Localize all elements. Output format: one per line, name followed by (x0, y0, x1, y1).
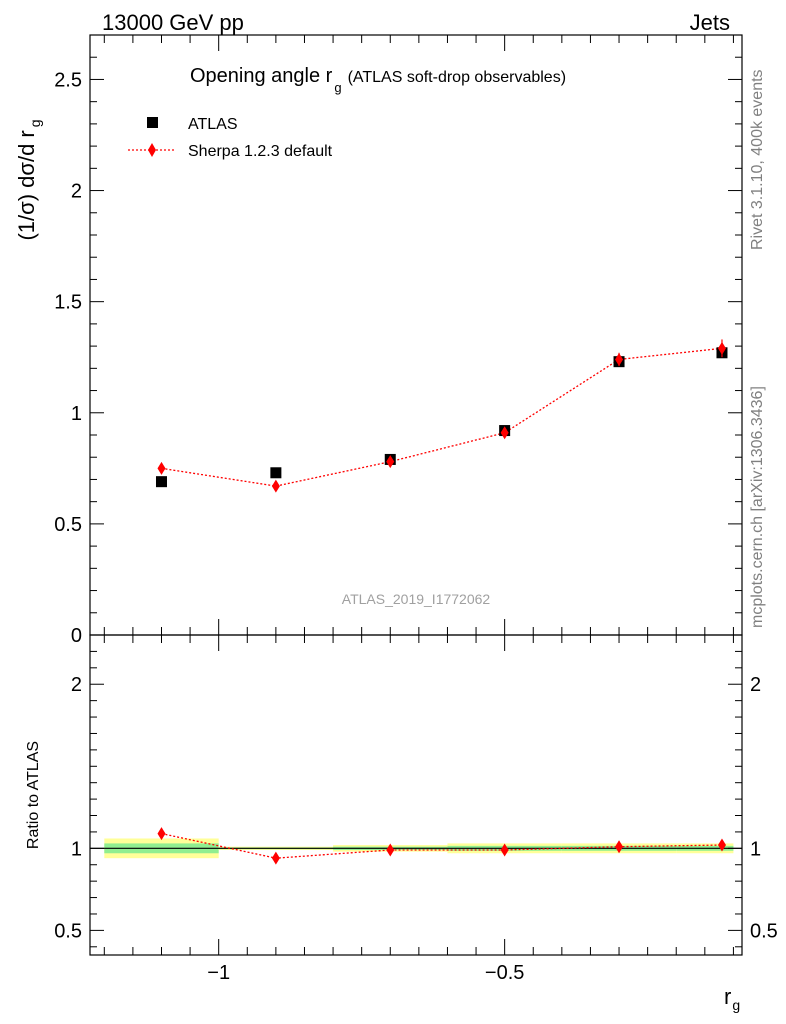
rivet-label: Rivet 3.1.10, 400k events (749, 69, 766, 250)
title-main: Opening angle r (190, 65, 333, 87)
svg-text:(1/σ) dσ/d rg: (1/σ) dσ/d r g (14, 119, 43, 240)
sherpa-point (271, 479, 280, 493)
main-ytick-label: 0 (71, 625, 82, 647)
sherpa-point (615, 352, 624, 366)
ratio-ytick-label-right: 1 (750, 838, 761, 860)
ratio-ytick-label-left: 2 (71, 674, 82, 696)
sherpa-line (161, 347, 723, 487)
ratio-ytick-label-left: 1 (71, 838, 82, 860)
header-process: Jets (690, 10, 730, 35)
ratio-ytick-label-left: 0.5 (54, 920, 82, 942)
ratio-xtick-label: −0.5 (485, 962, 524, 984)
ratio-ytick-label-right: 0.5 (750, 920, 778, 942)
main-ytick-label: 1.5 (54, 292, 82, 314)
sherpa-point (500, 426, 509, 440)
title-tail: (ATLAS soft-drop observables) (348, 69, 566, 86)
ratio-frame (89, 634, 743, 956)
atlas-point (270, 467, 282, 479)
ratio-panel: −1 −0.5 0.5 0.5 1 1 2 2 (54, 634, 778, 984)
header-energy: 13000 GeV pp (102, 10, 244, 35)
ratio-sherpa-point (271, 851, 280, 865)
ratio-sherpa-point (615, 840, 624, 854)
ratio-sherpa-point (500, 843, 509, 857)
xlabel: rg (724, 984, 740, 1013)
main-ytick-label: 2.5 (54, 69, 82, 91)
ratio-sherpa-line (161, 832, 722, 859)
mcplots-label: mcplots.cern.ch [arXiv:1306.3436] (749, 386, 766, 628)
sherpa-point (386, 455, 395, 469)
plot-title: Opening angle rg (ATLAS soft-drop observa… (190, 65, 566, 95)
main-ytick-label: 1 (71, 403, 82, 425)
xlabel-sub: g (732, 997, 740, 1013)
title-sub: g (334, 80, 341, 95)
legend: ATLAS Sherpa 1.2.3 default (128, 116, 333, 160)
ratio-ytick-label-right: 2 (750, 674, 761, 696)
ratio-sherpa-point (717, 838, 726, 852)
legend-sherpa-marker (148, 143, 156, 157)
sherpa-point (157, 461, 166, 475)
main-ytick-label: 2 (71, 181, 82, 203)
ratio-xtick-label: −1 (207, 962, 230, 984)
main-ylabel-sub: g (27, 119, 43, 127)
sherpa-point (717, 341, 726, 355)
analysis-id: ATLAS_2019_I1772062 (342, 591, 491, 607)
xlabel-text: r (724, 984, 731, 1009)
atlas-point (155, 476, 167, 488)
legend-atlas-marker (147, 117, 158, 128)
ratio-sherpa-point (157, 827, 166, 841)
ratio-ylabel: Ratio to ATLAS (25, 741, 42, 849)
legend-atlas-label: ATLAS (188, 116, 238, 133)
main-ylabel-text: (1/σ) dσ/d r (14, 130, 39, 240)
legend-sherpa-label: Sherpa 1.2.3 default (188, 143, 333, 160)
main-ytick-label: 0.5 (54, 514, 82, 536)
ratio-sherpa-point (386, 843, 395, 857)
main-ylabel: (1/σ) dσ/d r g (14, 119, 43, 240)
